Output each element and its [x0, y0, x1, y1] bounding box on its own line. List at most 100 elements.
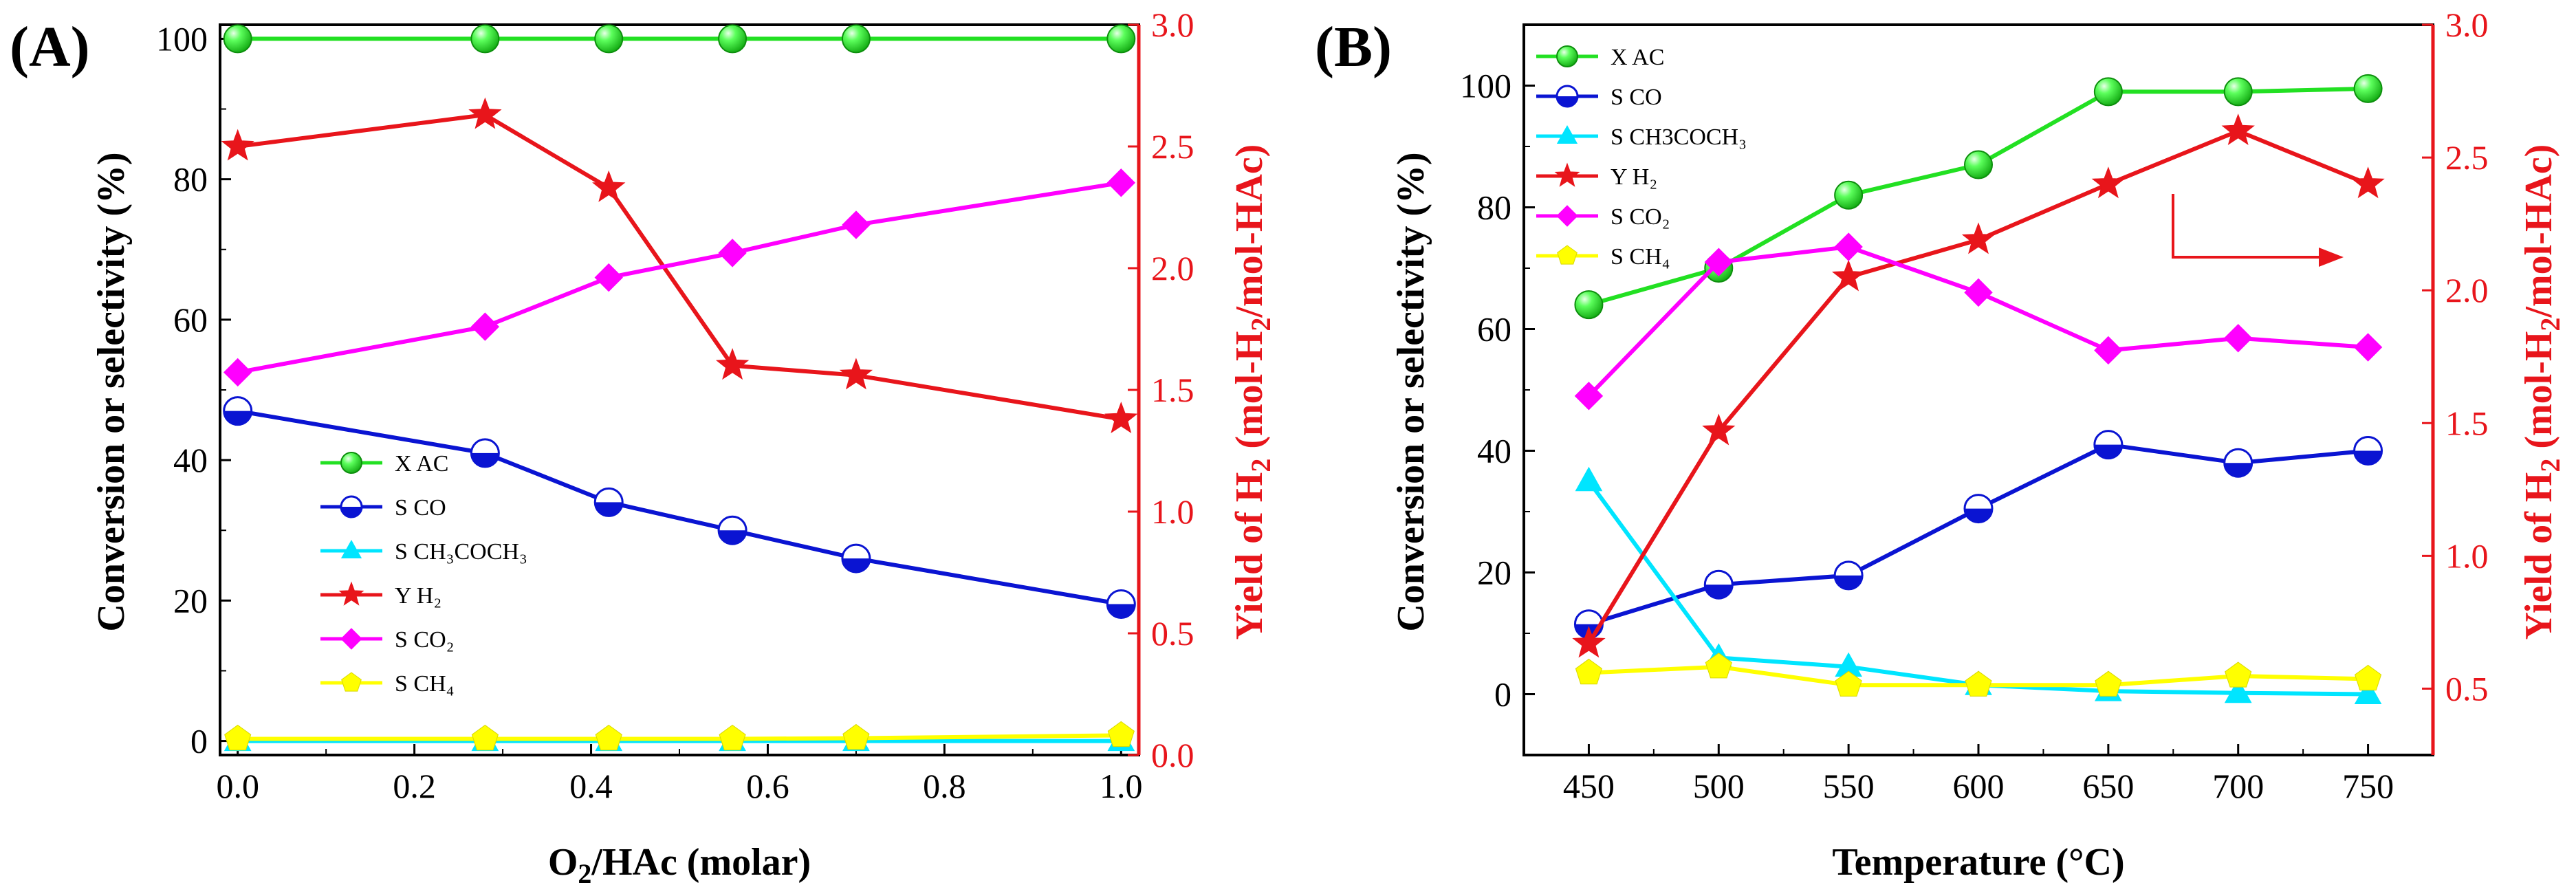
panel-a-legend-marker — [338, 581, 364, 606]
panel-b-point — [1835, 670, 1862, 697]
panel-b-point — [1572, 626, 1606, 658]
panel-b-y2-tick-label: 1.0 — [2445, 536, 2489, 575]
panel-b-point-fill — [2224, 463, 2252, 477]
panel-b-point-fill — [1835, 575, 1863, 589]
panel-a-x-tick-label: 1.0 — [1100, 767, 1143, 805]
panel-a-series-s-ch4 — [224, 721, 1135, 751]
panel-a-y2-tick-label: 3.0 — [1151, 6, 1194, 44]
panel-a-point — [470, 438, 500, 468]
panel-a-y2-axis-label: Yield of H2 (mol-H2/mol-HAc) — [1228, 144, 1276, 640]
panel-b-x-tick-label: 600 — [1953, 767, 2005, 805]
panel-a-point — [1104, 402, 1138, 434]
panel-a-y2-tick-label: 0.0 — [1151, 736, 1194, 774]
panel-b-point — [1963, 494, 1994, 524]
panel-a-legend-marker — [340, 452, 362, 474]
panel-b-series-s-co2 — [1574, 232, 2383, 411]
panel-b-legend-entry: S CH₄ — [1536, 244, 1670, 270]
panel-b-point — [2091, 166, 2126, 199]
panel-b-point — [1964, 278, 1993, 307]
panel-a-y2-tick-label: 1.0 — [1151, 492, 1194, 531]
panel-a-point — [592, 170, 626, 202]
panel-b-point — [2224, 678, 2252, 703]
panel-b-legend: X AC S CO S CH3COCH₃ Y H₂ S CO₂ S CH₄ — [1536, 45, 1747, 270]
panel-b-legend-marker-fill — [1557, 96, 1578, 107]
panel-b-point — [1833, 560, 1864, 591]
panel-a-point — [842, 210, 871, 239]
panel-b-legend-entry: X AC — [1536, 45, 1664, 70]
panel-b-x-tick-label: 750 — [2342, 767, 2394, 805]
panel-b-legend-marker — [1557, 245, 1578, 265]
panel-b-legend-marker — [1556, 85, 1579, 108]
panel-a-legend-label: S CO — [395, 495, 446, 521]
panel-a-point-fill — [1107, 604, 1135, 618]
panel-b-point — [1961, 222, 1996, 254]
panel-b-point — [2224, 324, 2253, 353]
panel-a-legend-marker — [341, 672, 362, 692]
panel-a-series-line — [237, 180, 1122, 375]
panel-a-point — [717, 515, 747, 545]
panel-b-y2-axis-label: Yield of H2 (mol-H2/mol-HAc) — [2518, 144, 2566, 640]
panel-b-series-y-h2 — [1572, 113, 2385, 658]
panel-a-legend-marker — [340, 495, 363, 518]
panel-b-y-tick-label: 100 — [1460, 67, 1511, 105]
panel-a-series-s-co — [223, 396, 1136, 619]
panel-a-point — [221, 129, 254, 161]
panel-a-y2-tick-label: 0.5 — [1151, 614, 1194, 653]
panel-b-legend-label: S CH3COCH₃ — [1611, 124, 1747, 150]
panel-a-point — [718, 24, 747, 54]
panel-a-legend-label: S CH₃COCH₃ — [395, 539, 527, 565]
panel-b-legend-label: S CH₄ — [1611, 244, 1670, 270]
panel-a-legend-entry: Y H₂ — [320, 581, 441, 609]
panel-a-point-fill — [223, 411, 252, 425]
panel-b-x-tick-label: 650 — [2082, 767, 2134, 805]
panel-a: (A) 0.0 0.2 0.4 0.6 0.8 1.0 0 20 40 60 80 100 0.0 0.5… — [10, 6, 1276, 889]
panel-a-series-x-ac — [223, 24, 1136, 54]
panel-b-point-fill — [2354, 450, 2382, 465]
panel-b-y2-tick-label: 2.5 — [2445, 138, 2489, 177]
panel-a-legend-label: S CO₂ — [395, 627, 455, 653]
panel-b-y2-tick-label: 2.0 — [2445, 271, 2489, 309]
panel-b-annotation-arrow — [2172, 194, 2344, 267]
panel-b-legend-marker — [1556, 205, 1578, 227]
panel-b-point — [1574, 290, 1604, 320]
panel-b-legend-marker — [1554, 162, 1580, 187]
panel-a-legend-label: S CH₄ — [395, 671, 455, 697]
panel-a-legend-entry: S CH₃COCH₃ — [320, 539, 527, 565]
panel-b-legend-label: S CO — [1611, 85, 1662, 110]
panel-b-point — [1703, 569, 1734, 600]
panel-a-point — [468, 97, 502, 129]
panel-a-point — [471, 724, 499, 751]
panel-a-x-tick-label: 0.4 — [569, 767, 613, 805]
panel-b-y-tick-label: 0 — [1494, 675, 1511, 714]
panel-b-axes: 450 500 550 600 650 700 750 0 20 40 60 80 100 0.5 1.0 1… — [1460, 6, 2489, 805]
panel-a-plot-frame — [219, 23, 1140, 756]
panel-a-point — [593, 487, 624, 517]
panel-a-point — [1106, 589, 1136, 619]
panel-a-legend-label: Y H₂ — [395, 583, 441, 609]
panel-b-point — [1965, 670, 1992, 697]
panel-a-point — [839, 358, 873, 390]
panel-b-y-tick-label: 80 — [1477, 188, 1511, 227]
panel-a-x-tick-label: 0.6 — [746, 767, 789, 805]
panel-b-y2-tick-label: 3.0 — [2445, 6, 2489, 44]
panel-b-point — [1834, 232, 1863, 261]
panel-b-point — [2095, 670, 2122, 697]
panel-b-point — [1575, 658, 1602, 685]
panel-b-series — [1572, 74, 2385, 704]
panel-a-point-fill — [595, 502, 623, 516]
panel-a-point — [223, 24, 252, 54]
panel-a-point-fill — [719, 530, 747, 545]
panel-a-point — [1106, 168, 1136, 197]
panel-b-point — [2093, 430, 2124, 460]
panel-a-legend-marker — [340, 628, 362, 650]
panel-b-point — [2093, 77, 2123, 107]
panel-b-legend-label: X AC — [1611, 45, 1664, 70]
panel-a-x-tick-label: 0.2 — [393, 767, 436, 805]
panel-a-point — [842, 723, 870, 750]
panel-b-legend-marker — [1556, 124, 1578, 144]
panel-a-x-axis-label: O2/HAc (molar) — [548, 841, 811, 889]
panel-a-legend-entry: X AC — [320, 451, 448, 477]
panel-a-legend-entry: S CO₂ — [320, 627, 455, 653]
panel-a-point-fill — [471, 452, 499, 467]
panel-a-point — [594, 263, 623, 292]
